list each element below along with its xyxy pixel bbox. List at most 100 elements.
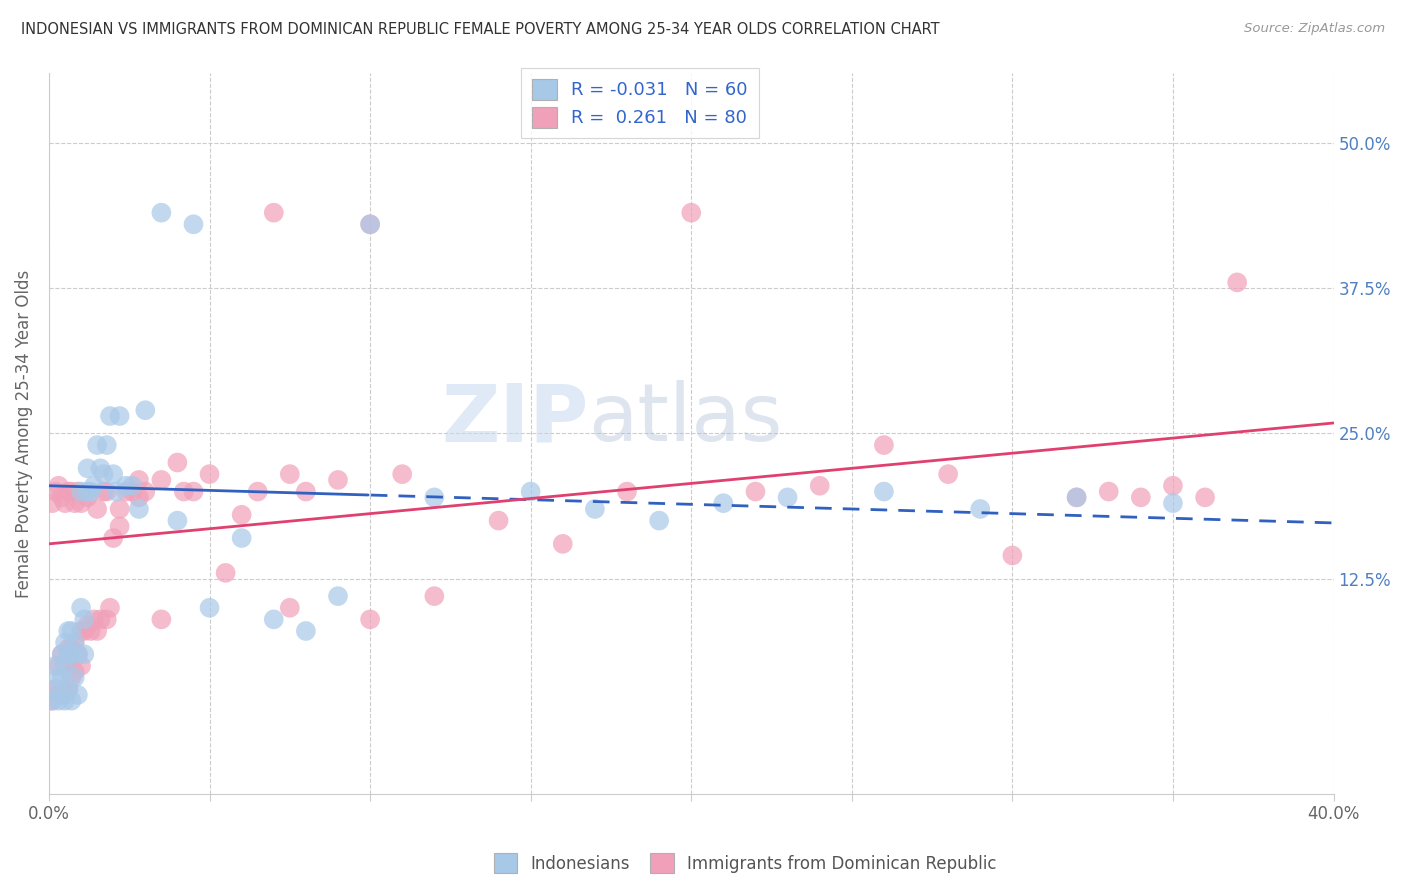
Point bbox=[423, 491, 446, 505]
Point bbox=[808, 479, 831, 493]
Text: atlas: atlas bbox=[589, 380, 783, 458]
Point bbox=[936, 467, 959, 482]
Point bbox=[66, 688, 89, 702]
Point bbox=[86, 502, 108, 516]
Point bbox=[51, 647, 73, 661]
Point bbox=[73, 612, 96, 626]
Text: ZIP: ZIP bbox=[441, 380, 589, 458]
Point bbox=[776, 491, 799, 505]
Point bbox=[98, 409, 121, 423]
Point bbox=[183, 484, 205, 499]
Point bbox=[1001, 549, 1024, 563]
Point bbox=[873, 484, 896, 499]
Point bbox=[58, 682, 80, 697]
Point bbox=[44, 658, 66, 673]
Point bbox=[76, 491, 98, 505]
Point bbox=[83, 479, 105, 493]
Point bbox=[128, 491, 150, 505]
Point bbox=[98, 600, 121, 615]
Point bbox=[80, 484, 103, 499]
Point bbox=[105, 484, 128, 499]
Point bbox=[108, 519, 131, 533]
Point bbox=[96, 612, 118, 626]
Point bbox=[86, 438, 108, 452]
Point bbox=[44, 484, 66, 499]
Point bbox=[166, 455, 188, 469]
Point bbox=[96, 438, 118, 452]
Point bbox=[744, 484, 766, 499]
Point bbox=[359, 612, 381, 626]
Point bbox=[128, 502, 150, 516]
Point bbox=[263, 205, 285, 219]
Point bbox=[53, 658, 76, 673]
Point bbox=[198, 467, 221, 482]
Point bbox=[231, 508, 253, 522]
Point bbox=[58, 484, 80, 499]
Point bbox=[51, 491, 73, 505]
Point bbox=[76, 618, 98, 632]
Point bbox=[391, 467, 413, 482]
Point bbox=[128, 473, 150, 487]
Point bbox=[41, 496, 63, 510]
Point bbox=[63, 635, 86, 649]
Point bbox=[969, 502, 991, 516]
Point bbox=[1066, 491, 1088, 505]
Point bbox=[63, 496, 86, 510]
Point bbox=[63, 635, 86, 649]
Point bbox=[70, 600, 93, 615]
Point bbox=[214, 566, 236, 580]
Point bbox=[70, 496, 93, 510]
Point bbox=[93, 484, 115, 499]
Point bbox=[121, 479, 143, 493]
Point bbox=[60, 484, 83, 499]
Point bbox=[108, 409, 131, 423]
Point bbox=[616, 484, 638, 499]
Point bbox=[89, 461, 111, 475]
Point bbox=[423, 589, 446, 603]
Point bbox=[519, 484, 541, 499]
Point bbox=[231, 531, 253, 545]
Point bbox=[86, 624, 108, 638]
Point bbox=[134, 403, 156, 417]
Point bbox=[63, 670, 86, 684]
Point bbox=[51, 688, 73, 702]
Point bbox=[96, 484, 118, 499]
Point bbox=[41, 694, 63, 708]
Point bbox=[1129, 491, 1152, 505]
Point bbox=[326, 473, 349, 487]
Point bbox=[183, 217, 205, 231]
Point bbox=[263, 612, 285, 626]
Point bbox=[51, 670, 73, 684]
Point bbox=[1226, 276, 1249, 290]
Point bbox=[93, 467, 115, 482]
Point bbox=[134, 484, 156, 499]
Point bbox=[58, 647, 80, 661]
Y-axis label: Female Poverty Among 25-34 Year Olds: Female Poverty Among 25-34 Year Olds bbox=[15, 269, 32, 598]
Point bbox=[583, 502, 606, 516]
Point bbox=[873, 438, 896, 452]
Point bbox=[1066, 491, 1088, 505]
Point bbox=[551, 537, 574, 551]
Point bbox=[60, 641, 83, 656]
Point bbox=[63, 665, 86, 679]
Point bbox=[246, 484, 269, 499]
Point bbox=[53, 496, 76, 510]
Point bbox=[70, 484, 93, 499]
Point bbox=[103, 467, 125, 482]
Point bbox=[48, 688, 70, 702]
Point bbox=[359, 217, 381, 231]
Point bbox=[51, 682, 73, 697]
Point bbox=[58, 641, 80, 656]
Point bbox=[66, 647, 89, 661]
Point bbox=[83, 612, 105, 626]
Point bbox=[173, 484, 195, 499]
Point bbox=[58, 624, 80, 638]
Point bbox=[198, 600, 221, 615]
Point bbox=[58, 682, 80, 697]
Point bbox=[53, 688, 76, 702]
Point bbox=[1194, 491, 1216, 505]
Point bbox=[711, 496, 734, 510]
Point bbox=[326, 589, 349, 603]
Point bbox=[150, 205, 173, 219]
Point bbox=[648, 514, 671, 528]
